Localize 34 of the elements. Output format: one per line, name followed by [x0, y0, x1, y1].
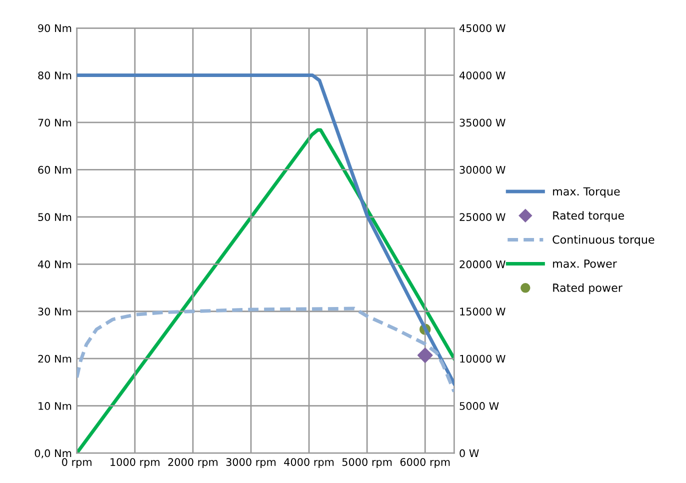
y-tick-label: 70 Nm	[38, 118, 72, 127]
legend-label: max. Power	[553, 260, 617, 268]
y-tick-label: 60 Nm	[38, 166, 72, 174]
y2-tick-label: 15000 W	[460, 308, 506, 316]
line-series	[76, 74, 454, 386]
y-tick-label: 20 Nm	[38, 354, 72, 363]
x-tick-label: 5000 rpm	[342, 458, 392, 468]
y2-tick-label: 40000 W	[460, 71, 506, 80]
y-tick-label: 0,0 Nm	[34, 449, 72, 458]
line-series	[76, 306, 454, 394]
y2-tick-label: 5000 W	[460, 402, 499, 410]
y-tick-label: 50 Nm	[38, 213, 72, 222]
y-tick-label: 90 Nm	[38, 24, 72, 32]
y2-tick-label: 10000 W	[460, 354, 506, 363]
y2-tick-label: 35000 W	[460, 118, 506, 127]
legend-label: Rated power	[553, 283, 622, 294]
x-tick-label: 3000 rpm	[226, 458, 276, 468]
y2-tick-label: 20000 W	[460, 260, 506, 268]
x-tick-label: 4000 rpm	[284, 458, 334, 468]
x-tick-label: 0 rpm	[62, 458, 92, 468]
y2-tick-label: 45000 W	[460, 24, 506, 32]
legend-label: Rated torque	[553, 211, 624, 222]
y-tick-label: 30 Nm	[38, 308, 72, 316]
y-tick-label: 80 Nm	[38, 71, 72, 80]
legend-label: max. Torque	[553, 187, 620, 198]
y-tick-label: 10 Nm	[38, 402, 72, 410]
y2-tick-label: 0 W	[460, 449, 479, 458]
y2-tick-label: 25000 W	[460, 213, 506, 222]
x-tick-label: 6000 rpm	[400, 458, 450, 468]
x-tick-label: 2000 rpm	[168, 458, 218, 468]
y-tick-label: 40 Nm	[38, 260, 72, 268]
y2-tick-label: 30000 W	[460, 166, 506, 174]
legend-label: Continuous torque	[552, 235, 654, 246]
x-tick-label: 1000 rpm	[110, 458, 160, 468]
